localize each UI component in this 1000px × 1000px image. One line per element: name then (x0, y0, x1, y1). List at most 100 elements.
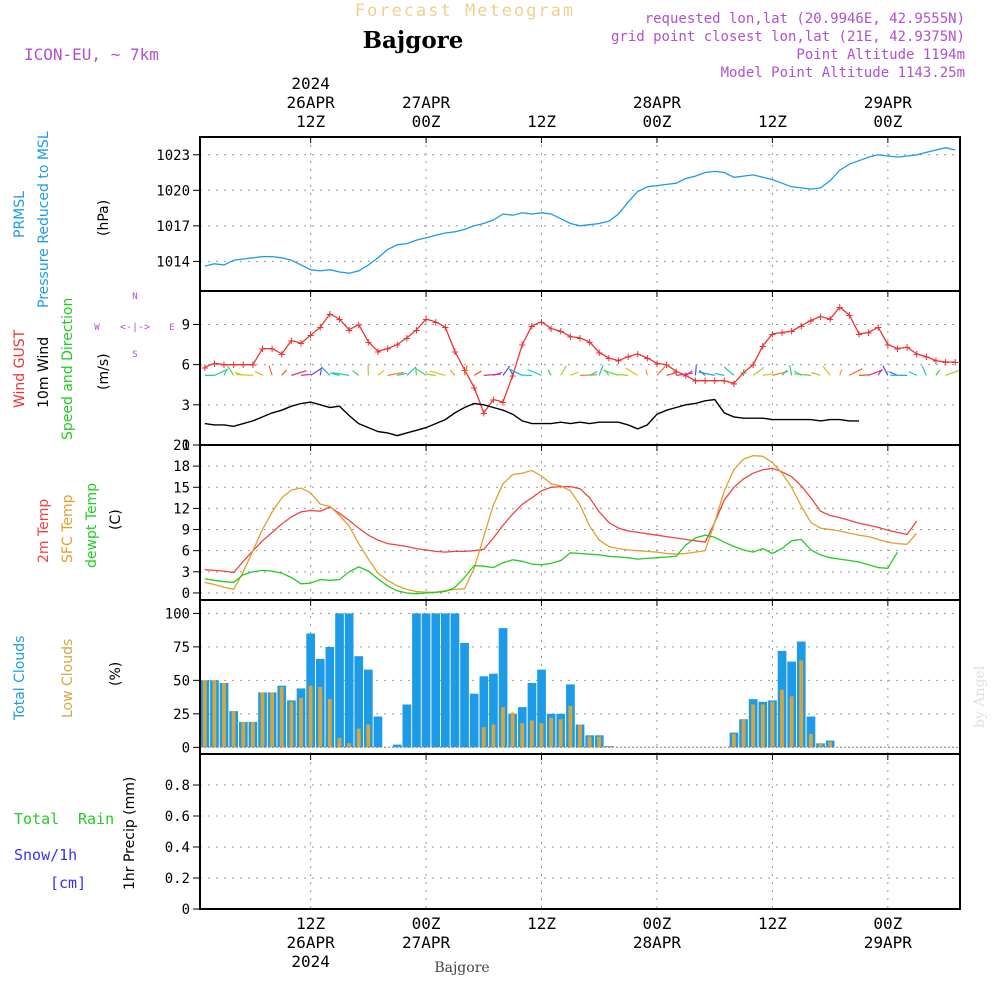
grid-point-coords: grid point closest lon,lat (21E, 42.9375… (611, 29, 965, 45)
wind-arrow-66 (839, 369, 843, 376)
gust-marker-25: + (442, 320, 449, 334)
ytick-label-pressure-0: 1014 (156, 254, 190, 270)
cloud-low-bar-56 (741, 719, 746, 748)
wind-arrow-20 (397, 372, 407, 376)
series-pressure-0 (204, 147, 956, 274)
cloud-total-bar-28 (469, 693, 479, 748)
ytick-label-temperature-5: 15 (173, 480, 190, 496)
ytick-label-pressure-2: 1020 (156, 183, 190, 199)
bottom-time-label-5-0: 00Z (873, 914, 902, 933)
cloud-total-bar-26 (450, 613, 460, 748)
gust-marker-69: + (865, 326, 872, 340)
compass-s: S (132, 350, 137, 360)
gust-marker-53: + (711, 374, 718, 388)
ytick-label-wind-2: 6 (182, 358, 190, 374)
gust-marker-45: + (634, 347, 641, 361)
gust-marker-1: + (211, 356, 218, 370)
cloud-low-bar-5 (251, 721, 255, 748)
wind-arrow-9 (291, 370, 307, 376)
compass-w: W (94, 323, 100, 333)
cloud-low-bar-39 (578, 724, 582, 748)
wind-arrow-64 (811, 371, 821, 376)
cloud-low-bar-17 (366, 724, 371, 748)
ytick-label-wind-1: 3 (182, 398, 190, 414)
ytick-label-clouds-1: 25 (173, 707, 190, 723)
requested-coords: requested lon,lat (20.9946E, 42.9555N) (645, 11, 965, 27)
gust-marker-60: + (778, 326, 785, 340)
gust-marker-26: + (451, 344, 458, 358)
wind-arrow-32 (509, 369, 514, 376)
gust-marker-72: + (894, 342, 901, 356)
series-wind-1 (204, 398, 859, 437)
bottom-time-label-0-1: 26APR (287, 933, 336, 952)
gust-marker-66: + (836, 300, 843, 314)
wind-arrow-61 (789, 365, 793, 376)
cloud-low-bar-29 (481, 727, 486, 748)
wind-arrow-39 (579, 374, 598, 376)
cloud-low-bar-61 (789, 696, 794, 748)
top-time-label-0-1: 26APR (287, 93, 336, 112)
wind-arrow-48 (666, 372, 676, 376)
gust-marker-68: + (855, 327, 862, 341)
gust-marker-77: + (942, 355, 949, 369)
ytick-label-clouds-0: 0 (182, 740, 190, 756)
cloud-total-bar-31 (498, 628, 508, 748)
wind-gust-label: Wind GUST (12, 329, 28, 408)
cloud-total-bar-24 (431, 613, 441, 748)
cloud-total-bar-30 (489, 673, 498, 748)
top-time-label-1-0: 27APR (402, 93, 451, 112)
cloud-total-bar-23 (421, 613, 431, 748)
cloud-low-bar-15 (347, 743, 351, 748)
wind-arrow-54 (714, 372, 725, 376)
gust-marker-9: + (288, 334, 295, 348)
cloud-total-bar-15 (344, 613, 354, 748)
wind-arrow-75 (921, 365, 927, 376)
top-time-label-5-1: 00Z (873, 112, 902, 131)
gust-marker-3: + (230, 358, 237, 372)
ytick-label-precipitation-2: 0.4 (165, 840, 190, 856)
cloud-low-bar-13 (327, 699, 332, 748)
wind-arrow-76 (935, 369, 941, 376)
gust-marker-35: + (538, 315, 545, 329)
wind-arrow-51 (694, 365, 697, 376)
temp-2m-label: 2m Temp (36, 499, 52, 563)
cloud-total-label: Total Clouds (12, 636, 28, 721)
cloud-total-bar-18 (373, 716, 383, 748)
wind-arrow-26 (449, 369, 456, 376)
cloud-low-bar-14 (337, 737, 342, 748)
wind-arrow-41 (598, 365, 604, 376)
cloud-low-bar-58 (760, 704, 765, 748)
wind-arrow-63 (794, 373, 811, 376)
precip-cm-label: [cm] (50, 874, 86, 892)
ytick-label-temperature-2: 6 (182, 544, 190, 560)
gust-marker-57: + (750, 358, 757, 372)
wind-arrow-14 (330, 372, 340, 376)
ytick-label-wind-3: 9 (182, 317, 190, 333)
cloud-total-bar-22 (412, 613, 421, 748)
wind-arrow-6 (254, 370, 263, 376)
bottom-time-label-5-1: 29APR (864, 933, 913, 952)
gust-marker-36: + (548, 321, 555, 335)
cloud-low-bar-59 (770, 701, 775, 748)
ytick-label-temperature-6: 18 (173, 459, 190, 475)
cloud-total-bar-27 (460, 642, 469, 748)
ytick-label-temperature-0: 0 (182, 586, 190, 602)
cloud-low-bar-63 (809, 733, 813, 748)
precip-total-label: Total (14, 810, 59, 828)
cloud-unit: (%) (108, 662, 124, 686)
ytick-label-temperature-1: 3 (182, 565, 190, 581)
gust-marker-28: + (471, 380, 478, 394)
cloud-total-bar-13 (325, 646, 335, 748)
wind-arrow-44 (618, 373, 629, 376)
top-time-label-3-1: 00Z (643, 112, 672, 131)
gust-marker-42: + (605, 351, 612, 365)
gust-marker-11: + (307, 328, 314, 342)
top-time-label-5-0: 29APR (864, 93, 913, 112)
wind-arrow-31 (502, 365, 511, 376)
cloud-low-bar-9 (289, 701, 294, 748)
wind-10m-label: 10m Wind (36, 337, 52, 408)
cloud-total-bar-29 (479, 676, 489, 748)
top-time-label-3-0: 28APR (633, 93, 682, 112)
cloud-total-bar-20 (392, 744, 402, 748)
